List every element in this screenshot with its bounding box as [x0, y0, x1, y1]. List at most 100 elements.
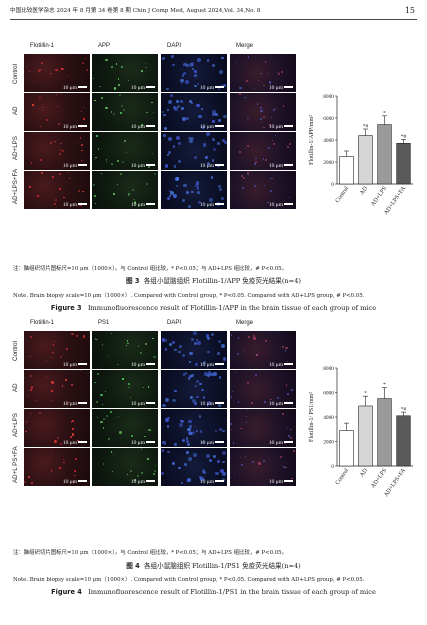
- scale-bar-label: 10 μm: [130, 439, 145, 446]
- scale-bar-label: 10 μm: [62, 439, 77, 446]
- y-axis-label: Flotillin-1/APP/mm²: [309, 115, 315, 165]
- figure-3-micrograph-grid: Flotillin-1 APP DAPI Merge Control 10 μm 10 μm…: [0, 0, 427, 290]
- figure-3-caption-cn: 图 3 各组小鼠脑组织 Flotillin-1/APP 免疫荧光结果(n=4): [0, 275, 427, 285]
- significance-mark: *#: [401, 134, 407, 140]
- bar: [396, 142, 411, 185]
- scale-bar-line: [78, 164, 87, 167]
- scale-bar: 10 μm: [63, 362, 87, 368]
- figure-4-caption-en: Figure 4 Immunofluorescence result of Fl…: [0, 588, 427, 596]
- scale-bar-line: [146, 480, 155, 483]
- scale-bar: 10 μm: [269, 440, 293, 446]
- row-label: AD+LPS: [12, 413, 19, 438]
- micrograph-merge: 10 μm: [230, 171, 296, 209]
- figure-3-number-en: Figure 3: [50, 304, 82, 312]
- scale-bar: 10 μm: [269, 85, 293, 91]
- row-label: AD+L PS+FA: [12, 446, 19, 483]
- significance-mark: *: [364, 391, 367, 397]
- scale-bar-label: 10 μm: [62, 478, 77, 485]
- micrograph-green: 10 μm: [92, 448, 158, 486]
- y-tick-label: 0: [331, 182, 334, 188]
- scale-bar: 10 μm: [269, 401, 293, 407]
- scale-bar: 10 μm: [131, 440, 155, 446]
- scale-bar: 10 μm: [200, 479, 224, 485]
- scale-bar-line: [215, 203, 224, 206]
- y-tick-label: 8000: [323, 94, 334, 100]
- bar: [396, 415, 411, 467]
- micrograph-merge: 10 μm: [230, 448, 296, 486]
- micrograph-red: 10 μm: [24, 409, 90, 447]
- scale-bar-label: 10 μm: [130, 201, 145, 208]
- scale-bar: 10 μm: [131, 163, 155, 169]
- figure-3-title-en: Immunofluorescence result of Flotillin-1…: [87, 304, 377, 312]
- figure-4-note-en: Note. Brain biopsy scale=10 μm（1000×）. C…: [13, 577, 365, 583]
- figure-3-number-cn: 图 3: [126, 277, 140, 285]
- y-tick-label: 6000: [323, 391, 334, 397]
- scale-bar-label: 10 μm: [199, 201, 214, 208]
- y-tick-label: 4000: [323, 138, 334, 144]
- scale-bar-label: 10 μm: [199, 123, 214, 130]
- scale-bar-label: 10 μm: [199, 478, 214, 485]
- scale-bar-line: [284, 363, 293, 366]
- scale-bar-line: [146, 86, 155, 89]
- micrograph-merge: 10 μm: [230, 93, 296, 131]
- scale-bar: 10 μm: [131, 401, 155, 407]
- figure-3-caption-en: Figure 3 Immunofluorescence result of Fl…: [0, 304, 427, 312]
- micrograph-red: 10 μm: [24, 370, 90, 408]
- column-header: APP: [98, 43, 111, 49]
- scale-bar-label: 10 μm: [199, 162, 214, 169]
- micrograph-blue: 10 μm: [161, 448, 227, 486]
- micrograph-green: 10 μm: [92, 409, 158, 447]
- micrograph-blue: 10 μm: [161, 370, 227, 408]
- scale-bar: 10 μm: [63, 440, 87, 446]
- y-tick-label: 4000: [323, 415, 334, 421]
- scale-bar-line: [78, 125, 87, 128]
- scale-bar: 10 μm: [63, 401, 87, 407]
- figure-4-title-cn: 各组小鼠脑组织 Flotillin-1/PS1 免疫荧光结果(n=4): [143, 562, 301, 570]
- micrograph-merge: 10 μm: [230, 331, 296, 369]
- scale-bar-line: [78, 203, 87, 206]
- scale-bar: 10 μm: [131, 85, 155, 91]
- scale-bar-line: [215, 480, 224, 483]
- scale-bar-label: 10 μm: [130, 478, 145, 485]
- row-label: Control: [12, 340, 19, 361]
- header-rule: [10, 19, 417, 20]
- scale-bar: 10 μm: [269, 163, 293, 169]
- scale-bar: 10 μm: [269, 202, 293, 208]
- scale-bar-line: [284, 125, 293, 128]
- scale-bar: 10 μm: [63, 124, 87, 130]
- significance-mark: *#: [401, 407, 407, 413]
- scale-bar: 10 μm: [200, 401, 224, 407]
- figure-3-note-en: Note. Brain biopsy scale=10 μm（1000×）. C…: [13, 293, 365, 299]
- micrograph-green: 10 μm: [92, 331, 158, 369]
- scale-bar-label: 10 μm: [268, 400, 283, 407]
- scale-bar: 10 μm: [131, 362, 155, 368]
- scale-bar: 10 μm: [131, 479, 155, 485]
- micrograph-red: 10 μm: [24, 171, 90, 209]
- micrograph-green: 10 μm: [92, 370, 158, 408]
- scale-bar-label: 10 μm: [199, 84, 214, 91]
- scale-bar: 10 μm: [200, 440, 224, 446]
- significance-mark: *: [383, 110, 386, 116]
- micrograph-green: 10 μm: [92, 54, 158, 92]
- scale-bar-label: 10 μm: [199, 439, 214, 446]
- scale-bar: 10 μm: [131, 124, 155, 130]
- significance-mark: *#: [363, 124, 369, 130]
- bar: [377, 398, 392, 467]
- scale-bar-line: [215, 125, 224, 128]
- scale-bar-line: [215, 164, 224, 167]
- scale-bar-line: [146, 203, 155, 206]
- scale-bar: 10 μm: [200, 362, 224, 368]
- scale-bar-line: [78, 86, 87, 89]
- scale-bar: 10 μm: [131, 202, 155, 208]
- scale-bar-line: [284, 86, 293, 89]
- scale-bar: 10 μm: [63, 202, 87, 208]
- scale-bar-line: [215, 441, 224, 444]
- figure-4-title-en: Immunofluorescence result of Flotillin-1…: [88, 588, 376, 596]
- micrograph-blue: 10 μm: [161, 54, 227, 92]
- scale-bar: 10 μm: [200, 163, 224, 169]
- scale-bar: 10 μm: [63, 85, 87, 91]
- column-header: DAPI: [167, 320, 182, 326]
- bar: [339, 430, 354, 467]
- micrograph-green: 10 μm: [92, 93, 158, 131]
- running-header: 中国比较医学杂志 2024 年 8 月第 34 卷第 8 期 Chin J Co…: [10, 5, 417, 17]
